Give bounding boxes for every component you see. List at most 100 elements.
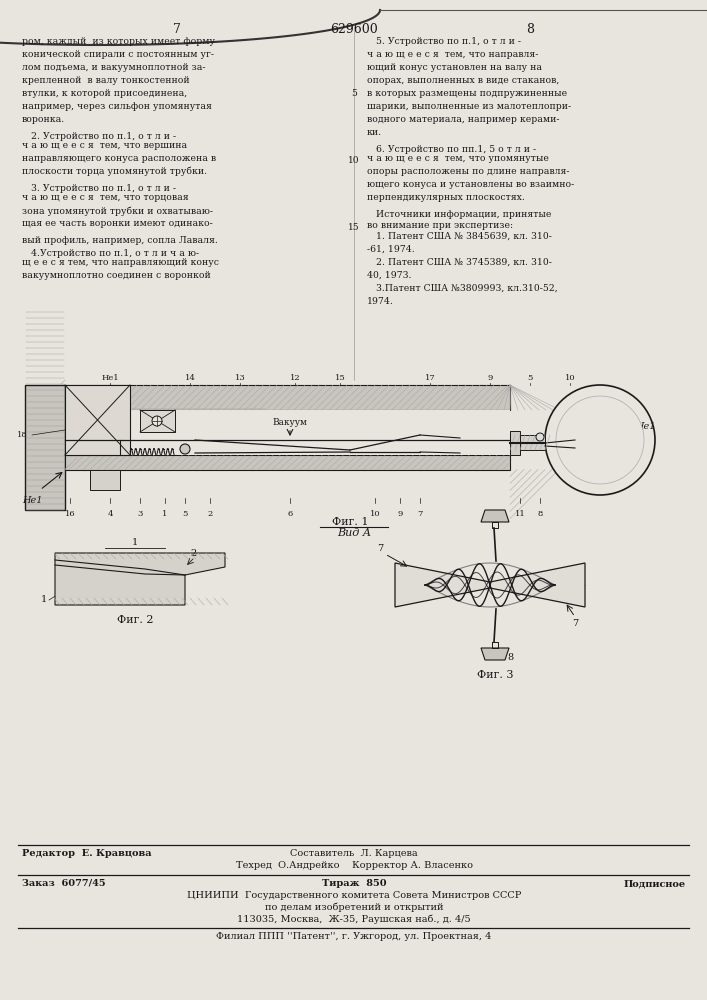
Text: например, через сильфон упомянутая: например, через сильфон упомянутая xyxy=(22,102,212,111)
Bar xyxy=(140,410,175,432)
Text: 40, 1973.: 40, 1973. xyxy=(367,271,411,280)
Text: 5: 5 xyxy=(527,374,532,382)
Text: 7: 7 xyxy=(417,510,423,518)
Text: 2. Устройство по п.1, о т л и -: 2. Устройство по п.1, о т л и - xyxy=(22,132,176,141)
Polygon shape xyxy=(481,510,509,522)
Text: 1: 1 xyxy=(41,595,47,604)
Bar xyxy=(65,455,510,470)
Text: 629600: 629600 xyxy=(330,23,378,36)
Polygon shape xyxy=(395,563,490,607)
Text: 6. Устройство по пп.1, 5 о т л и -: 6. Устройство по пп.1, 5 о т л и - xyxy=(367,145,536,154)
Polygon shape xyxy=(481,648,509,660)
Text: 113035, Москва,  Ж-35, Раушская наб., д. 4/5: 113035, Москва, Ж-35, Раушская наб., д. … xyxy=(237,915,471,924)
Text: 9: 9 xyxy=(397,510,403,518)
Text: 5: 5 xyxy=(182,510,187,518)
Text: направляющего конуса расположена в: направляющего конуса расположена в xyxy=(22,154,216,163)
Text: 8: 8 xyxy=(507,653,513,662)
Text: 1. Патент США № 3845639, кл. 310-: 1. Патент США № 3845639, кл. 310- xyxy=(367,232,552,241)
Text: 15: 15 xyxy=(348,223,360,232)
Text: 13: 13 xyxy=(235,374,245,382)
Text: Подписное: Подписное xyxy=(624,879,686,888)
Bar xyxy=(25,385,65,510)
Text: Заказ  6077/45: Заказ 6077/45 xyxy=(22,879,105,888)
Ellipse shape xyxy=(556,396,644,484)
Text: 3.Патент США №3809993, кл.310-52,: 3.Патент США №3809993, кл.310-52, xyxy=(367,284,558,293)
Polygon shape xyxy=(490,563,585,607)
Text: 15: 15 xyxy=(334,374,346,382)
Text: 2: 2 xyxy=(190,548,197,558)
Text: 16: 16 xyxy=(64,510,76,518)
Text: ки.: ки. xyxy=(367,128,382,137)
Text: втулки, к которой присоединена,: втулки, к которой присоединена, xyxy=(22,89,187,98)
Text: Вакуум: Вакуум xyxy=(273,418,308,427)
Bar xyxy=(510,435,545,450)
Text: вый профиль, например, сопла Лаваля.: вый профиль, например, сопла Лаваля. xyxy=(22,236,218,245)
Text: 3. Устройство по п.1, о т л и -: 3. Устройство по п.1, о т л и - xyxy=(22,184,176,193)
Text: ющий конус установлен на валу на: ющий конус установлен на валу на xyxy=(367,63,542,72)
Bar xyxy=(90,470,120,490)
Text: в которых размещены подпружиненные: в которых размещены подпружиненные xyxy=(367,89,567,98)
Text: Фиг. 2: Фиг. 2 xyxy=(117,615,153,625)
Bar xyxy=(510,431,520,455)
Text: водного материала, например керами-: водного материала, например керами- xyxy=(367,115,559,124)
Text: ч а ю щ е е с я  тем, что торцовая: ч а ю щ е е с я тем, что торцовая xyxy=(22,193,189,202)
Text: ч а ю щ е е с я  тем, что направля-: ч а ю щ е е с я тем, что направля- xyxy=(367,50,538,59)
Text: Не1: Не1 xyxy=(22,496,42,505)
Text: 10: 10 xyxy=(565,374,575,382)
Ellipse shape xyxy=(545,385,655,495)
Text: во внимание при экспертизе:: во внимание при экспертизе: xyxy=(367,221,513,230)
Text: плоскости торца упомянутой трубки.: плоскости торца упомянутой трубки. xyxy=(22,167,207,176)
Polygon shape xyxy=(55,553,225,605)
Text: 10: 10 xyxy=(370,510,380,518)
Text: ЦНИИПИ  Государственного комитета Совета Министров СССР: ЦНИИПИ Государственного комитета Совета … xyxy=(187,891,521,900)
Circle shape xyxy=(180,444,190,454)
Text: 9: 9 xyxy=(487,374,493,382)
Text: 1974.: 1974. xyxy=(367,297,394,306)
Circle shape xyxy=(536,433,544,441)
Text: 6: 6 xyxy=(287,510,293,518)
Text: Не1: Не1 xyxy=(635,422,655,431)
Text: 10: 10 xyxy=(349,156,360,165)
Text: Филиал ППП ''Патент'', г. Ужгород, ул. Проектная, 4: Филиал ППП ''Патент'', г. Ужгород, ул. П… xyxy=(216,932,491,941)
Text: -61, 1974.: -61, 1974. xyxy=(367,245,415,254)
Text: 7: 7 xyxy=(377,544,383,553)
Text: 1: 1 xyxy=(132,538,138,547)
Text: лом подъема, и вакуумноплотной за-: лом подъема, и вакуумноплотной за- xyxy=(22,63,206,72)
Text: Фиг. 1: Фиг. 1 xyxy=(332,517,368,527)
Text: 18: 18 xyxy=(17,431,28,439)
Text: 11: 11 xyxy=(515,510,525,518)
Text: ром, каждый  из которых имеет форму: ром, каждый из которых имеет форму xyxy=(22,37,215,46)
Text: крепленной  в валу тонкостенной: крепленной в валу тонкостенной xyxy=(22,76,189,85)
Text: Составитель  Л. Карцева: Составитель Л. Карцева xyxy=(290,849,418,858)
Text: по делам изобретений и открытий: по делам изобретений и открытий xyxy=(264,903,443,912)
Text: ч а ю щ е е с я  тем, что упомянутые: ч а ю щ е е с я тем, что упомянутые xyxy=(367,154,549,163)
Text: 5: 5 xyxy=(351,89,357,98)
Text: 17: 17 xyxy=(425,374,436,382)
Text: Фиг. 3: Фиг. 3 xyxy=(477,670,513,680)
Text: воронка.: воронка. xyxy=(22,115,65,124)
Text: Редактор  Е. Кравцова: Редактор Е. Кравцова xyxy=(22,849,151,858)
Text: конической спирали с постоянным уг-: конической спирали с постоянным уг- xyxy=(22,50,214,59)
Bar xyxy=(65,385,510,410)
Circle shape xyxy=(152,416,162,426)
Text: Не1: Не1 xyxy=(101,374,119,382)
Text: 7: 7 xyxy=(572,619,578,628)
Text: 12: 12 xyxy=(290,374,300,382)
Text: 3: 3 xyxy=(137,510,143,518)
Text: Источники информации, принятые: Источники информации, принятые xyxy=(367,210,551,219)
Text: щая ее часть воронки имеют одинако-: щая ее часть воронки имеют одинако- xyxy=(22,219,213,228)
Bar xyxy=(65,410,510,455)
Text: ющего конуса и установлены во взаимно-: ющего конуса и установлены во взаимно- xyxy=(367,180,574,189)
Text: 8: 8 xyxy=(537,510,543,518)
Text: Тираж  850: Тираж 850 xyxy=(322,879,386,888)
Text: опорах, выполненных в виде стаканов,: опорах, выполненных в виде стаканов, xyxy=(367,76,559,85)
Text: шарики, выполненные из малотеплопри-: шарики, выполненные из малотеплопри- xyxy=(367,102,571,111)
Text: опоры расположены по длине направля-: опоры расположены по длине направля- xyxy=(367,167,570,176)
Text: Техред  О.Андрейко    Корректор А. Власенко: Техред О.Андрейко Корректор А. Власенко xyxy=(235,861,472,870)
Text: 7: 7 xyxy=(173,23,181,36)
Text: 4: 4 xyxy=(107,510,112,518)
Text: 5. Устройство по п.1, о т л и -: 5. Устройство по п.1, о т л и - xyxy=(367,37,521,46)
Text: 14: 14 xyxy=(185,374,195,382)
Text: вакуумноплотно соединен с воронкой: вакуумноплотно соединен с воронкой xyxy=(22,271,211,280)
Text: перпендикулярных плоскостях.: перпендикулярных плоскостях. xyxy=(367,193,525,202)
